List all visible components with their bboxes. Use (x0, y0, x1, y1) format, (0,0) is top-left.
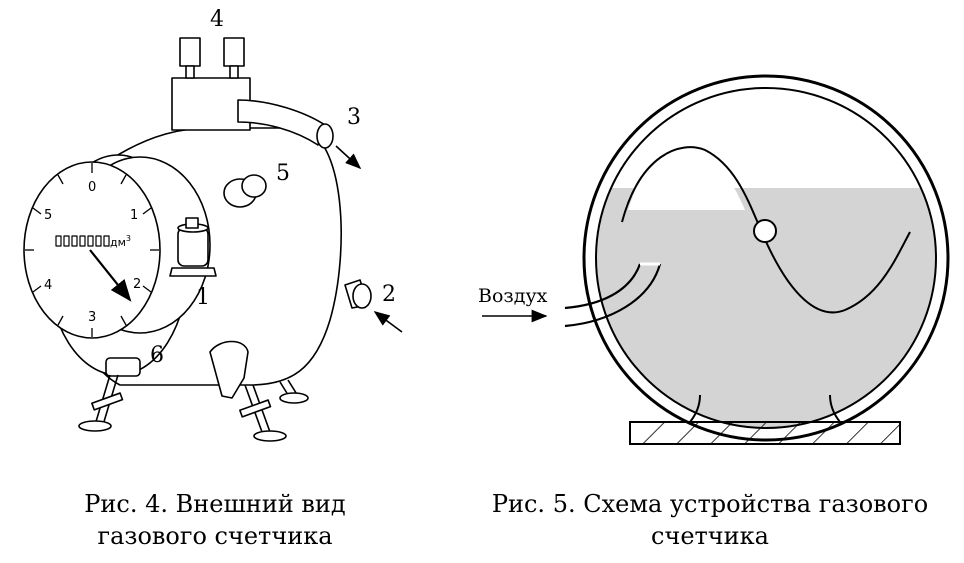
callout-3: 3 (347, 105, 361, 130)
figure5-caption: Рис. 5. Схема устройства газового счетчи… (480, 488, 940, 552)
callout-6: 6 (150, 343, 164, 368)
figure4-caption-line2: газового счетчика (97, 522, 333, 550)
figure5-caption-line1: Рис. 5. Схема устройства газового (491, 490, 929, 518)
meter-base (629, 421, 901, 445)
figure4-caption: Рис. 4. Внешний вид газового счетчика (45, 488, 385, 552)
top-valve-left (179, 37, 201, 67)
dial-label-1: 1 (130, 208, 138, 223)
air-inlet-pipe (564, 263, 662, 328)
dial-label-2: 2 (133, 277, 141, 292)
callout-2: 2 (382, 282, 396, 307)
top-valve-right (223, 37, 245, 67)
dial-label-5: 5 (44, 208, 52, 223)
callout-5: 5 (276, 161, 290, 186)
dial-ticks (25, 163, 159, 337)
outlet-pipe (237, 99, 326, 146)
gas-meter-schematic (482, 74, 950, 445)
top-housing (171, 77, 251, 131)
figure4-caption-line1: Рис. 4. Внешний вид (84, 490, 346, 518)
dial-label-3: 3 (88, 310, 96, 325)
gas-meter-illustration (23, 37, 403, 442)
dial-label-4: 4 (44, 278, 52, 293)
callout-1: 1 (196, 285, 210, 310)
drum-axle (753, 219, 777, 243)
figure5-caption-line2: счетчика (651, 522, 769, 550)
callout-4: 4 (210, 7, 224, 32)
dial-label-0: 0 (88, 180, 96, 195)
air-label: Воздух (478, 285, 548, 307)
dial-needle (89, 249, 132, 302)
level-gauge (177, 227, 209, 267)
meter-legs (78, 374, 309, 442)
dial-unit: дм3 (110, 234, 131, 249)
odometer-window (55, 235, 110, 247)
drain-plug (105, 357, 141, 377)
bottom-valve (209, 340, 249, 399)
